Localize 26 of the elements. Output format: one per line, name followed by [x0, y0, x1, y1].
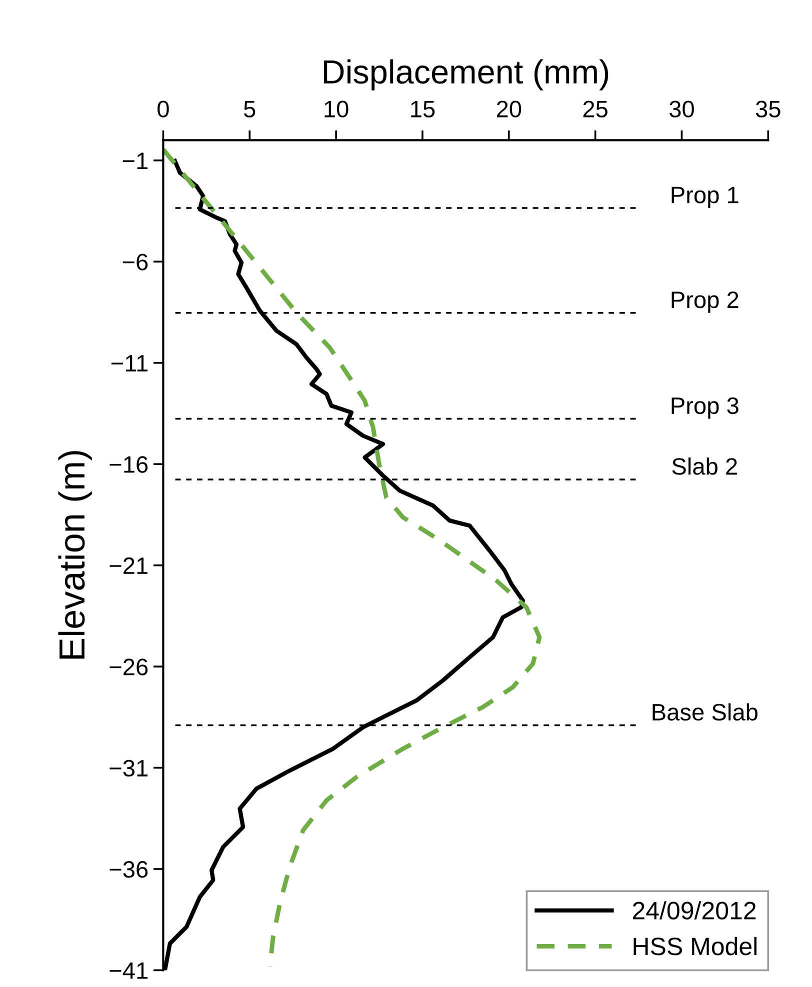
x-tick-label: 15 [411, 100, 435, 118]
x-tick-label: 0 [158, 100, 169, 118]
ref-line-label: Prop 2 [672, 291, 738, 313]
y-tick-label: −36 [110, 861, 148, 878]
y-axis-title: Elevation (m) [58, 451, 92, 659]
x-tick-label: 30 [670, 100, 694, 118]
x-tick-label: 10 [324, 100, 348, 118]
ref-line-label: Prop 3 [672, 397, 738, 419]
y-tick-label: −21 [110, 557, 148, 574]
y-tick-label: −11 [111, 355, 148, 372]
x-tick-label: 20 [496, 100, 522, 118]
legend-label: 24/09/2012 [632, 901, 756, 920]
y-tick-label: −41 [110, 962, 148, 979]
x-axis-title: Displacement (mm) [324, 59, 608, 90]
y-tick-label: −6 [122, 254, 148, 270]
ref-line-label: Base Slab [652, 703, 758, 721]
x-tick-label: 5 [244, 100, 256, 118]
x-tick-label: 35 [756, 100, 780, 118]
x-tick-label: 25 [583, 100, 608, 118]
y-tick-label: −1 [122, 152, 148, 169]
ref-line-label: Slab 2 [672, 457, 737, 475]
ref-line-label: Prop 1 [672, 186, 738, 208]
y-tick-label: −31 [110, 760, 148, 777]
y-tick-label: −26 [110, 658, 148, 676]
y-tick-label: −16 [110, 456, 148, 473]
legend-label: HSS Model [634, 936, 756, 956]
